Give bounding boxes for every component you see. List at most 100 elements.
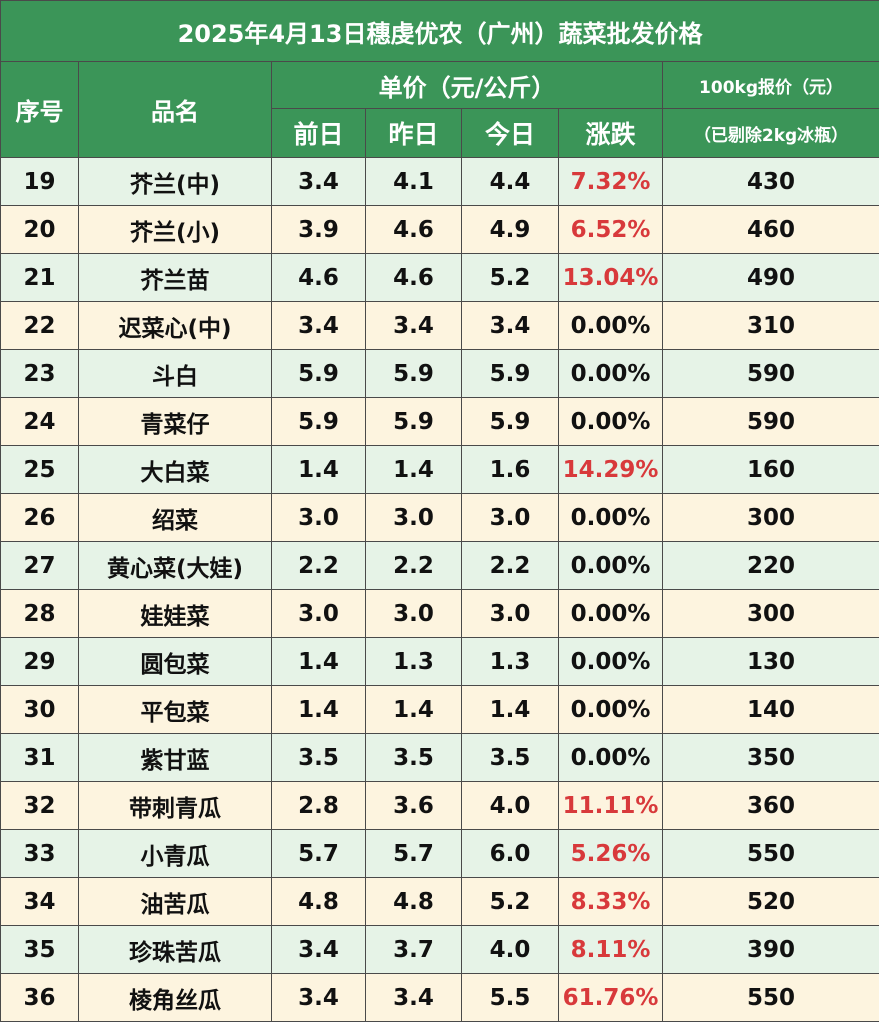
cell-name: 黄心菜(大娃) (79, 542, 272, 590)
cell-change: 0.00% (559, 302, 663, 350)
cell-today: 4.9 (462, 206, 559, 254)
cell-change: 14.29% (559, 446, 663, 494)
cell-prev-day: 5.7 (272, 830, 366, 878)
cell-yesterday: 5.9 (366, 398, 462, 446)
cell-prev-day: 5.9 (272, 350, 366, 398)
cell-prev-day: 3.4 (272, 974, 366, 1022)
cell-quote: 300 (663, 590, 879, 638)
cell-change: 0.00% (559, 686, 663, 734)
cell-name: 紫甘蓝 (79, 734, 272, 782)
cell-prev-day: 3.4 (272, 302, 366, 350)
cell-yesterday: 2.2 (366, 542, 462, 590)
cell-today: 4.0 (462, 926, 559, 974)
cell-quote: 430 (663, 158, 879, 206)
cell-yesterday: 3.4 (366, 302, 462, 350)
cell-index: 35 (1, 926, 79, 974)
cell-index: 29 (1, 638, 79, 686)
cell-today: 3.0 (462, 590, 559, 638)
cell-quote: 520 (663, 878, 879, 926)
cell-prev-day: 3.4 (272, 926, 366, 974)
cell-today: 5.5 (462, 974, 559, 1022)
cell-quote: 550 (663, 974, 879, 1022)
cell-prev-day: 3.0 (272, 494, 366, 542)
cell-prev-day: 3.0 (272, 590, 366, 638)
cell-index: 36 (1, 974, 79, 1022)
cell-prev-day: 3.5 (272, 734, 366, 782)
cell-index: 27 (1, 542, 79, 590)
cell-prev-day: 4.6 (272, 254, 366, 302)
cell-change: 0.00% (559, 638, 663, 686)
header-quote: 100kg报价（元） (663, 62, 879, 109)
cell-yesterday: 3.0 (366, 590, 462, 638)
cell-prev-day: 5.9 (272, 398, 366, 446)
cell-today: 3.5 (462, 734, 559, 782)
header-yesterday: 昨日 (366, 109, 462, 158)
cell-name: 青菜仔 (79, 398, 272, 446)
cell-index: 31 (1, 734, 79, 782)
cell-today: 2.2 (462, 542, 559, 590)
cell-yesterday: 5.9 (366, 350, 462, 398)
cell-change: 6.52% (559, 206, 663, 254)
cell-today: 1.4 (462, 686, 559, 734)
cell-yesterday: 5.7 (366, 830, 462, 878)
cell-quote: 160 (663, 446, 879, 494)
cell-today: 5.2 (462, 254, 559, 302)
cell-today: 5.9 (462, 398, 559, 446)
cell-today: 5.9 (462, 350, 559, 398)
cell-change: 0.00% (559, 398, 663, 446)
cell-name: 斗白 (79, 350, 272, 398)
cell-name: 芥兰苗 (79, 254, 272, 302)
cell-quote: 590 (663, 398, 879, 446)
cell-yesterday: 4.6 (366, 254, 462, 302)
cell-name: 迟菜心(中) (79, 302, 272, 350)
cell-name: 大白菜 (79, 446, 272, 494)
cell-change: 0.00% (559, 590, 663, 638)
cell-name: 芥兰(小) (79, 206, 272, 254)
cell-prev-day: 2.8 (272, 782, 366, 830)
cell-name: 小青瓜 (79, 830, 272, 878)
cell-change: 5.26% (559, 830, 663, 878)
cell-quote: 360 (663, 782, 879, 830)
cell-name: 芥兰(中) (79, 158, 272, 206)
cell-change: 7.32% (559, 158, 663, 206)
cell-index: 34 (1, 878, 79, 926)
cell-name: 油苦瓜 (79, 878, 272, 926)
cell-index: 19 (1, 158, 79, 206)
cell-prev-day: 2.2 (272, 542, 366, 590)
cell-yesterday: 1.3 (366, 638, 462, 686)
cell-change: 0.00% (559, 542, 663, 590)
cell-yesterday: 3.7 (366, 926, 462, 974)
cell-name: 棱角丝瓜 (79, 974, 272, 1022)
cell-yesterday: 3.0 (366, 494, 462, 542)
cell-today: 1.3 (462, 638, 559, 686)
cell-index: 25 (1, 446, 79, 494)
header-quote-note: （已剔除2kg冰瓶） (663, 109, 879, 158)
cell-prev-day: 1.4 (272, 446, 366, 494)
header-unit-price: 单价（元/公斤） (272, 62, 663, 109)
header-change: 涨跌 (559, 109, 663, 158)
cell-yesterday: 1.4 (366, 686, 462, 734)
cell-index: 23 (1, 350, 79, 398)
cell-yesterday: 4.6 (366, 206, 462, 254)
cell-prev-day: 4.8 (272, 878, 366, 926)
cell-change: 0.00% (559, 734, 663, 782)
cell-index: 26 (1, 494, 79, 542)
cell-index: 32 (1, 782, 79, 830)
cell-prev-day: 1.4 (272, 686, 366, 734)
cell-name: 带刺青瓜 (79, 782, 272, 830)
cell-index: 33 (1, 830, 79, 878)
cell-index: 24 (1, 398, 79, 446)
cell-today: 5.2 (462, 878, 559, 926)
